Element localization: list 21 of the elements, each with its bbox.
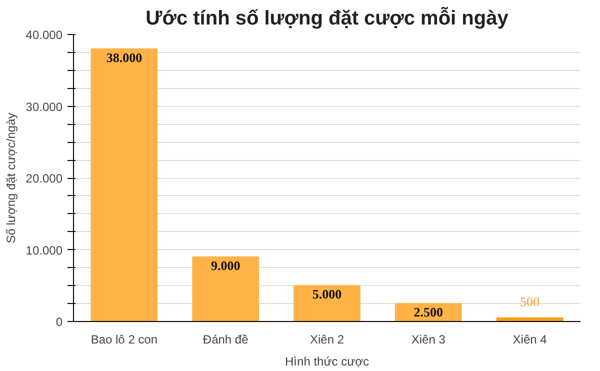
- x-tick-label: Xiên 3: [411, 332, 446, 346]
- data-label: 9.000: [210, 258, 240, 273]
- x-tick-label: Xiên 2: [310, 332, 344, 346]
- bar: [192, 256, 260, 322]
- data-label: 2.500: [414, 304, 444, 320]
- x-tick-label: Đánh đề: [202, 332, 249, 346]
- x-tick-label: Bao lô 2 con: [90, 332, 158, 346]
- data-label: 500: [520, 294, 540, 309]
- x-tick-label: Xiên 4: [512, 332, 548, 346]
- bar: [90, 48, 158, 322]
- y-tick-label: 30.000: [26, 100, 63, 114]
- y-tick-label: 10.000: [26, 243, 63, 258]
- bar: [294, 285, 360, 322]
- chart-title: Ước tính số lượng đặt cược mỗi ngày: [146, 6, 510, 30]
- data-label: 38.000: [106, 50, 142, 65]
- y-tick-label: 0: [56, 315, 63, 329]
- y-tick-label: 40.000: [26, 28, 63, 42]
- x-axis-title: Hình thức cược: [285, 354, 369, 368]
- y-axis-title: Số lượng đặt cược/ngày: [4, 112, 18, 244]
- y-tick-label: 20.000: [26, 172, 63, 186]
- data-label: 5.000: [312, 286, 342, 302]
